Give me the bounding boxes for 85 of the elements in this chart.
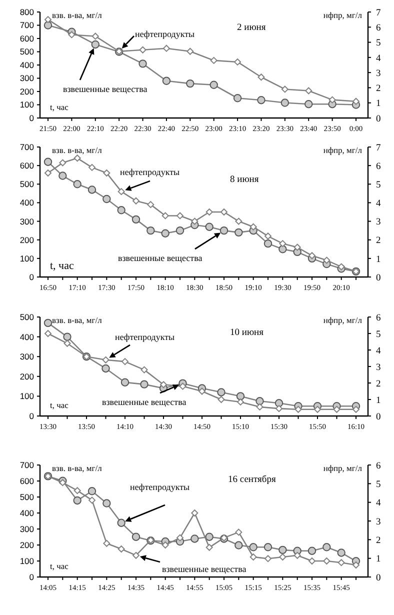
x-axis-title: t, час — [50, 400, 69, 410]
y-tick-label: 300 — [20, 73, 34, 84]
y-tick-label: 700 — [20, 142, 34, 152]
y2-tick-label: 7 — [376, 143, 381, 154]
y2-tick-label: 1 — [376, 396, 381, 406]
y2-tick-label: 5 — [376, 180, 381, 190]
annotation: взвешенные вещества — [162, 564, 246, 574]
y-tick-label: 600 — [20, 33, 34, 44]
y2-tick-label: 7 — [376, 8, 381, 18]
y2-tick-label: 3 — [376, 218, 381, 228]
y2-tick-label: 1 — [376, 254, 381, 265]
y-tick-label: 300 — [20, 216, 34, 226]
y-axis-title: взв. в-ва, мг/л — [52, 10, 103, 20]
y-tick-label: 100 — [20, 100, 34, 110]
y2-tick-label: 3 — [376, 362, 381, 373]
y2-axis-title: нфпр, мг/л — [323, 463, 363, 473]
y-tick-label: 0 — [29, 272, 34, 282]
y-axis-title: взв. в-ва, мг/л — [52, 145, 103, 155]
y2-tick-label: 3 — [376, 68, 381, 79]
y-tick-label: 0 — [29, 572, 34, 582]
y2-tick-label: 1 — [376, 554, 381, 565]
y-axis-title: взв. в-ва, мг/л — [52, 315, 103, 325]
y-tick-label: 500 — [20, 492, 34, 502]
y2-tick-label: 3 — [376, 517, 381, 528]
y2-tick-label: 4 — [376, 54, 381, 64]
y2-tick-label: 4 — [376, 346, 381, 356]
x-axis-title: t, час — [50, 102, 69, 112]
y2-axis-title: нфпр, мг/л — [323, 315, 363, 325]
y2-tick-label: 6 — [376, 23, 381, 34]
annotation: нефтепродукты — [135, 29, 195, 39]
y-tick-label: 500 — [20, 312, 34, 322]
y-tick-label: 600 — [20, 476, 34, 486]
y2-tick-label: 2 — [376, 84, 381, 94]
annotation: нефтепродукты — [120, 167, 180, 177]
y-tick-label: 600 — [20, 160, 34, 171]
y-tick-label: 0 — [29, 112, 34, 123]
text: 2 июня — [237, 23, 266, 33]
y2-tick-label: 2 — [376, 379, 381, 390]
annotation: нефтепродукты — [130, 482, 190, 492]
y-tick-label: 500 — [20, 46, 34, 57]
y2-tick-label: 5 — [376, 480, 381, 490]
y-tick-label: 400 — [20, 198, 34, 208]
y2-axis-title: нфпр, мг/л — [323, 145, 363, 155]
annotation: взвешенные вещества — [63, 84, 148, 94]
y2-tick-label: 6 — [376, 313, 381, 324]
text: 8 июня — [230, 175, 260, 185]
y2-tick-label: 6 — [376, 162, 381, 172]
y-tick-label: 800 — [20, 6, 34, 17]
y2-tick-label: 1 — [376, 99, 381, 110]
y-tick-label: 100 — [20, 253, 34, 264]
y2-tick-label: 4 — [376, 498, 381, 509]
y-tick-label: 200 — [20, 86, 34, 96]
y-tick-label: 700 — [20, 20, 34, 30]
y2-tick-label: 6 — [376, 461, 381, 472]
annotation: нефтепродукты — [115, 332, 175, 342]
annotation: взвешенные вещества — [118, 253, 202, 263]
y-tick-label: 500 — [20, 179, 34, 190]
y2-tick-label: 2 — [376, 236, 381, 246]
y-tick-label: 400 — [20, 508, 34, 518]
y2-axis-title: нфпр, мг/л — [323, 10, 363, 20]
y2-tick-label: 0 — [376, 573, 381, 584]
y-tick-label: 400 — [20, 332, 34, 342]
y-tick-label: 300 — [20, 524, 34, 534]
y-tick-label: 700 — [20, 460, 34, 470]
text: 16 сентября — [228, 475, 276, 485]
x-axis-title: t, час — [50, 561, 69, 571]
y-tick-label: 100 — [20, 556, 34, 566]
text: 10 июня — [230, 328, 264, 338]
y-tick-label: 200 — [20, 540, 34, 550]
y2-tick-label: 0 — [376, 412, 381, 422]
x-axis-title: t, час — [50, 260, 74, 272]
y-tick-label: 0 — [29, 410, 34, 421]
y-tick-label: 300 — [20, 352, 34, 362]
y2-tick-label: 5 — [376, 38, 381, 49]
y-axis-title: взв. в-ва, мг/л — [52, 463, 103, 473]
y2-tick-label: 0 — [376, 114, 381, 124]
annotation: взвешенные вещества — [102, 397, 186, 407]
y-tick-label: 200 — [20, 371, 34, 382]
y2-tick-label: 2 — [376, 536, 381, 546]
y-tick-label: 400 — [20, 60, 34, 70]
y2-tick-label: 5 — [376, 330, 381, 340]
y2-tick-label: 0 — [376, 273, 381, 284]
y-tick-label: 200 — [20, 234, 34, 245]
y-tick-label: 100 — [20, 391, 34, 402]
y2-tick-label: 4 — [376, 199, 381, 210]
